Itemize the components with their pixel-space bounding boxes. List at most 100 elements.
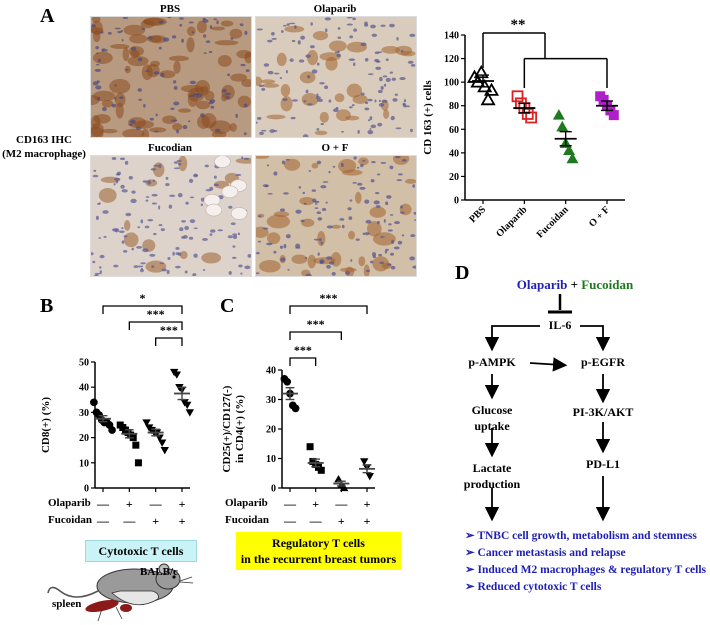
- ihc-stain-blob: [98, 187, 117, 203]
- ihc-stain-blob: [366, 221, 382, 237]
- ihc-nucleus: [140, 219, 144, 224]
- ihc-nucleus: [364, 101, 369, 105]
- ihc-nucleus: [376, 173, 381, 176]
- ihc-nucleus: [390, 252, 394, 256]
- regulatory-line1: Regulatory T cells: [272, 536, 365, 550]
- ihc-nucleus: [188, 21, 194, 24]
- ihc-nucleus: [184, 225, 189, 231]
- ihc-nucleus: [314, 207, 319, 209]
- data-point: [108, 426, 116, 434]
- ihc-stain-blob: [109, 78, 131, 94]
- b-olaparib-sign: —: [97, 497, 109, 511]
- ihc-stain-blob: [354, 191, 362, 204]
- y-tick-label: 120: [444, 54, 459, 65]
- ihc-nucleus: [244, 30, 248, 36]
- ihc-stain-blob: [380, 99, 389, 111]
- ihc-nucleus: [147, 180, 152, 185]
- y-tick-label: 30: [266, 395, 276, 406]
- ihc-nucleus: [213, 175, 217, 179]
- ihc-nucleus: [367, 119, 371, 122]
- ihc-nucleus: [412, 265, 416, 269]
- ihc-nucleus: [258, 215, 262, 218]
- y-tick-label: 80: [449, 101, 459, 112]
- ihc-stain-blob: [280, 96, 293, 112]
- ihc-stain-blob: [280, 84, 291, 97]
- ihc-nucleus: [326, 225, 333, 229]
- mouse-strain-label: BALB/c: [140, 566, 178, 578]
- ihc-nucleus: [387, 229, 393, 232]
- ihc-stain-blob: [150, 35, 167, 44]
- y-tick-label: 100: [444, 78, 459, 89]
- ihc-nucleus: [324, 17, 331, 21]
- ihc-nucleus: [390, 115, 395, 121]
- ihc-nucleus: [160, 228, 165, 232]
- c-olaparib-sign: +: [312, 497, 320, 511]
- ihc-nucleus: [319, 82, 325, 85]
- ihc-nucleus: [285, 158, 290, 161]
- ihc-nucleus: [413, 211, 416, 215]
- ihc-nucleus: [313, 238, 320, 241]
- ihc-nucleus: [348, 106, 353, 109]
- ihc-stain-blob: [173, 60, 181, 74]
- ihc-nucleus: [173, 161, 179, 164]
- ihc-nucleus: [152, 179, 155, 182]
- c-olaparib-sign: —: [284, 497, 296, 511]
- ihc-stain-blob: [123, 24, 146, 36]
- ihc-nucleus: [357, 129, 360, 134]
- ihc-stain-blob: [179, 250, 188, 260]
- ihc-nucleus: [183, 234, 188, 239]
- ihc-stain-blob: [307, 49, 319, 66]
- ihc-nucleus: [337, 27, 341, 30]
- ihc-nucleus: [113, 183, 116, 186]
- ihc-nucleus: [140, 267, 144, 271]
- ihc-nucleus: [209, 229, 216, 233]
- ihc-nucleus: [137, 226, 141, 229]
- ihc-nucleus: [295, 209, 302, 214]
- data-point: [525, 111, 538, 124]
- ihc-nucleus: [316, 96, 321, 100]
- ihc-nucleus: [155, 113, 158, 117]
- ihc-nucleus: [181, 220, 186, 223]
- ihc-nucleus: [380, 161, 387, 164]
- data-point: [132, 441, 140, 449]
- ihc-nucleus: [372, 255, 376, 259]
- ihc-nucleus: [92, 174, 99, 178]
- ihc-nucleus: [364, 199, 370, 204]
- ihc-nucleus: [339, 218, 345, 221]
- ihc-stain-blob: [217, 54, 232, 67]
- ihc-nucleus: [334, 51, 340, 54]
- ihc-nucleus: [353, 28, 357, 32]
- ihc-nucleus: [120, 29, 124, 32]
- ihc-nucleus: [95, 45, 99, 50]
- b-fucoidan-label: Fucoidan: [48, 514, 93, 526]
- ihc-nucleus: [375, 205, 381, 208]
- ihc-nucleus: [228, 205, 233, 209]
- ihc-nucleus: [267, 192, 273, 195]
- ihc-nucleus: [307, 75, 311, 79]
- ihc-nucleus: [185, 201, 189, 205]
- ihc-nucleus: [360, 42, 367, 47]
- ihc-nucleus: [297, 40, 301, 45]
- b-fucoidan-sign: +: [152, 514, 160, 528]
- ihc-nucleus: [202, 19, 209, 23]
- ihc-stain-blob: [256, 156, 270, 159]
- data-point: [477, 79, 493, 93]
- ihc-nucleus: [203, 34, 207, 38]
- ihc-nucleus: [135, 126, 142, 130]
- ihc-nucleus: [377, 89, 383, 94]
- ihc-nucleus: [92, 81, 99, 86]
- c-fucoidan-sign: —: [309, 514, 322, 528]
- ihc-nucleus: [326, 264, 331, 269]
- ihc-nucleus: [182, 125, 188, 130]
- ihc-nucleus: [160, 72, 165, 77]
- ihc-nucleus: [241, 156, 244, 160]
- c-fucoidan-sign: —: [284, 514, 296, 528]
- ihc-nucleus: [120, 184, 125, 189]
- sig-bracket: [155, 337, 183, 346]
- data-point: [291, 404, 300, 413]
- data-point: [142, 419, 151, 427]
- data-point: [283, 377, 292, 386]
- ihc-nucleus: [289, 58, 294, 62]
- ihc-stain-blob: [196, 20, 207, 34]
